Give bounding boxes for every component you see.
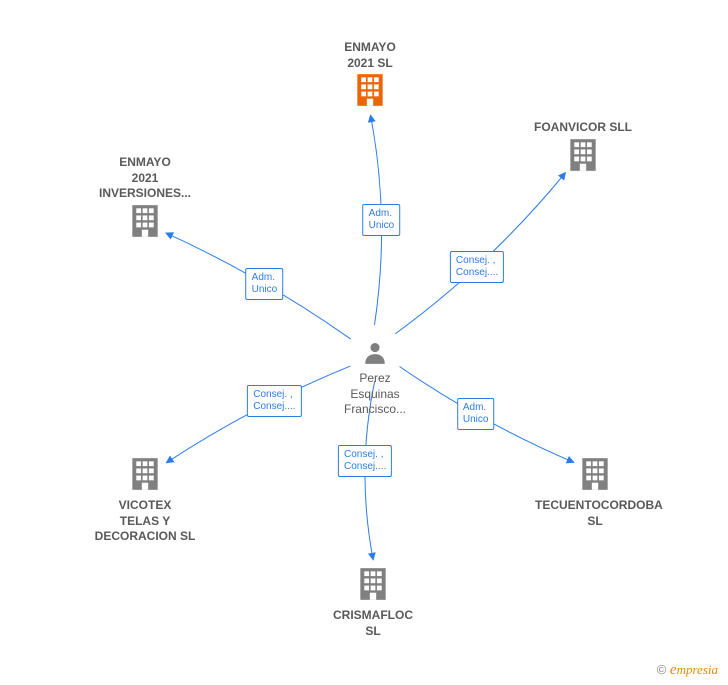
building-icon (351, 71, 389, 109)
company-label: ENMAYO 2021 SL (310, 40, 430, 71)
company-label: CRISMAFLOC SL (313, 608, 433, 639)
diagram-canvas: ENMAYO 2021 SL FOANVICOR SLL (0, 0, 728, 685)
person-icon (362, 340, 388, 366)
copyright-symbol: © (657, 662, 667, 677)
company-label: ENMAYO 2021 INVERSIONES... (85, 155, 205, 202)
building-icon (564, 136, 602, 174)
building-icon (576, 455, 614, 493)
building-icon (354, 565, 392, 603)
edge-label: Adm. Unico (246, 268, 284, 300)
company-label: FOANVICOR SLL (523, 120, 643, 136)
center-label: Perez Esquinas Francisco... (315, 371, 435, 418)
edge-label: Consej. , Consej.... (338, 445, 392, 477)
center-person-node[interactable]: Perez Esquinas Francisco... (315, 340, 435, 418)
company-node[interactable]: ENMAYO 2021 SL (310, 40, 430, 114)
building-icon (126, 202, 164, 240)
company-node[interactable]: ENMAYO 2021 INVERSIONES... (85, 155, 205, 245)
brand-name: empresia (670, 662, 718, 677)
building-icon (126, 455, 164, 493)
edge-label: Adm. Unico (363, 204, 401, 236)
edge-label: Consej. , Consej.... (450, 251, 504, 283)
company-node[interactable]: VICOTEX TELAS Y DECORACION SL (85, 455, 205, 545)
company-node[interactable]: TECUENTOCORDOBA SL (535, 455, 655, 529)
footer: © empresia (657, 662, 718, 679)
edge-label: Adm. Unico (457, 398, 495, 430)
edge-label: Consej. , Consej.... (247, 385, 301, 417)
company-node[interactable]: CRISMAFLOC SL (313, 565, 433, 639)
company-label: TECUENTOCORDOBA SL (535, 498, 655, 529)
company-node[interactable]: FOANVICOR SLL (523, 120, 643, 179)
company-label: VICOTEX TELAS Y DECORACION SL (85, 498, 205, 545)
